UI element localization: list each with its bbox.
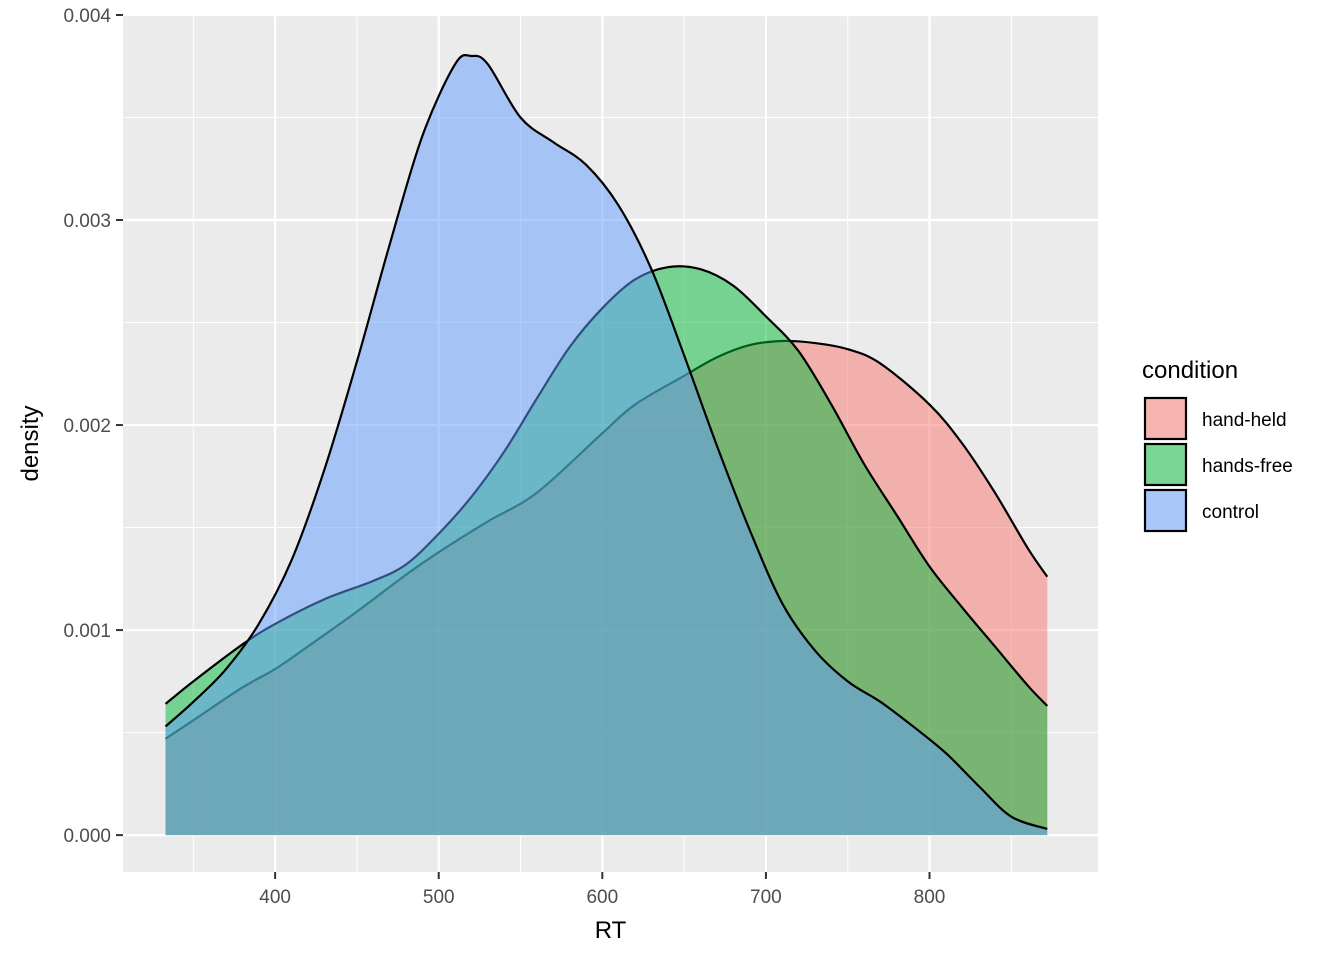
y-tick-label: 0.000: [63, 826, 111, 847]
x-axis: 400 500 600 700 800: [259, 872, 945, 908]
x-tick-label: 700: [750, 887, 782, 908]
y-tick-label: 0.002: [63, 416, 111, 437]
y-tick-label: 0.004: [63, 6, 111, 27]
x-tick-label: 400: [259, 887, 291, 908]
legend-key-hands-free: [1143, 442, 1188, 487]
y-tick-label: 0.001: [63, 621, 111, 642]
x-tick-label: 800: [914, 887, 946, 908]
density-line-control: [164, 53, 1048, 830]
x-tick-label: 600: [586, 887, 618, 908]
legend-title: condition: [1142, 357, 1238, 384]
density-area-control: [165, 55, 1048, 836]
legend-label-hands-free: hands-free: [1202, 456, 1293, 477]
y-tick-label: 0.003: [63, 211, 111, 232]
legend-key-hand-held: [1143, 396, 1188, 441]
legend-label-control: control: [1202, 502, 1259, 523]
x-tick-label: 500: [423, 887, 455, 908]
x-axis-title: RT: [595, 917, 627, 944]
density-areas: [164, 53, 1049, 836]
legend-label-hand-held: hand-held: [1202, 410, 1287, 431]
y-axis: 0.000 0.001 0.002 0.003 0.004: [63, 6, 123, 847]
y-axis-title: density: [17, 405, 44, 481]
legend: condition hand-held hands-free control: [1142, 357, 1293, 533]
legend-key-control: [1143, 488, 1188, 533]
